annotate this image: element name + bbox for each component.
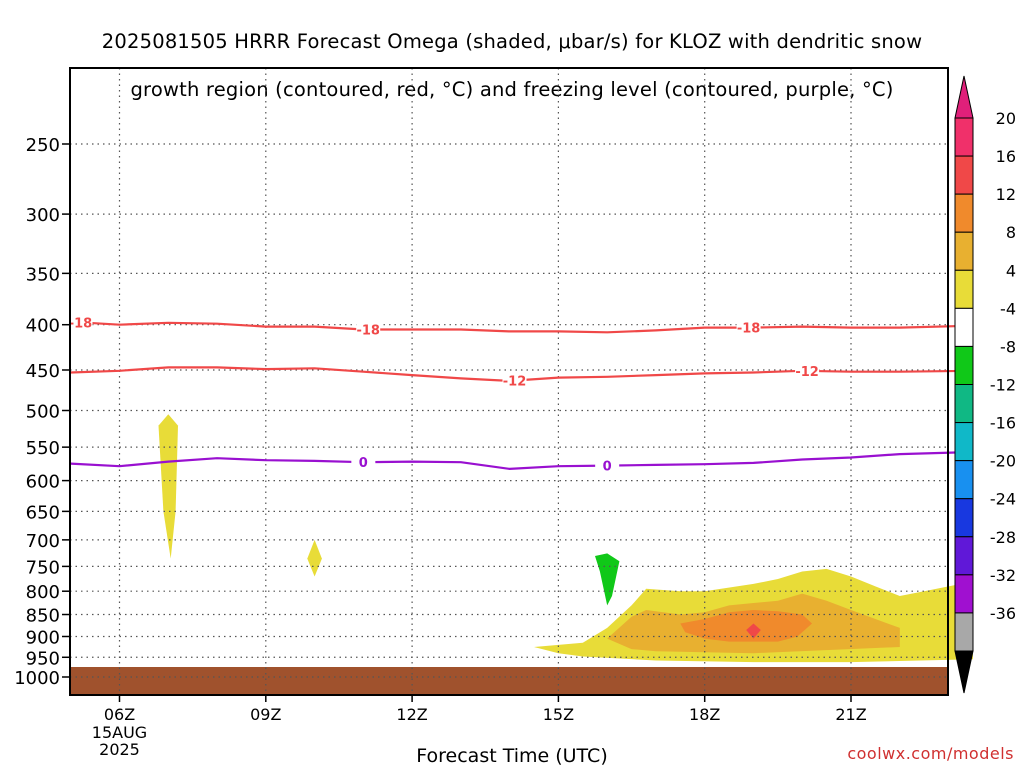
y-tick-label-950: 950 xyxy=(26,648,60,669)
y-tick-label-400: 400 xyxy=(26,316,60,337)
credit-link[interactable]: coolwx.com/models xyxy=(847,744,1014,763)
omega-region-5 xyxy=(680,610,812,642)
y-tick-label-600: 600 xyxy=(26,472,60,493)
colorbar-label-12: -32 xyxy=(990,566,1016,585)
colorbar-box-10 xyxy=(954,498,974,538)
x-tick-label-18Z: 18Z xyxy=(689,705,720,724)
colorbar-box-5 xyxy=(954,307,974,347)
omega-region-0 xyxy=(158,414,178,559)
x-date-label-1: 2025 xyxy=(99,740,140,759)
omega-region-6 xyxy=(746,623,761,639)
omega-region-2 xyxy=(595,553,620,606)
contour-label-bg-0-0 xyxy=(68,314,93,331)
colorbar-label-1: 16 xyxy=(996,147,1016,166)
grid-lines xyxy=(70,68,948,695)
contour-label-bg-1-0 xyxy=(502,372,527,389)
plot-frame xyxy=(69,67,949,696)
y-tick-label-1000: 1000 xyxy=(14,668,60,689)
plot-border xyxy=(69,67,949,696)
y-tick-label-700: 700 xyxy=(26,531,60,552)
colorbar-label-7: -12 xyxy=(990,376,1016,395)
colorbar-box-0 xyxy=(954,117,974,157)
contour-label-2-1: 0 xyxy=(603,460,612,475)
colorbar-label-11: -28 xyxy=(990,528,1016,547)
contour-line-2 xyxy=(70,450,973,471)
contour-label-0-2: -18 xyxy=(737,322,761,337)
contour-label-1-0: -12 xyxy=(503,375,527,390)
y-tick-label-900: 900 xyxy=(26,627,60,648)
contour-label-bg-0-2 xyxy=(736,319,761,336)
ground-layer xyxy=(70,667,948,695)
colorbar-box-12 xyxy=(954,574,974,614)
contour-label-bg-2-0 xyxy=(351,454,376,471)
x-tick-label-06Z: 06Z xyxy=(104,705,135,724)
chart-title: 2025081505 HRRR Forecast Omega (shaded, … xyxy=(0,6,1024,126)
colorbar-box-8 xyxy=(954,422,974,462)
colorbar-box-9 xyxy=(954,460,974,500)
colorbar-box-1 xyxy=(954,155,974,195)
colorbar-box-11 xyxy=(954,536,974,576)
y-tick-label-450: 450 xyxy=(26,361,60,382)
colorbar-label-6: -8 xyxy=(1000,337,1016,356)
y-tick-label-850: 850 xyxy=(26,606,60,627)
x-tick-label-12Z: 12Z xyxy=(396,705,427,724)
chart-title-line2: growth region (contoured, red, °C) and f… xyxy=(130,78,894,101)
omega-region-1 xyxy=(307,539,322,577)
ground-surface xyxy=(70,667,948,695)
contour-label-1-1: -12 xyxy=(795,365,819,380)
y-tick-label-550: 550 xyxy=(26,438,60,459)
contour-lines: -18 -18 -18 -12 -12 0 0 xyxy=(68,314,973,475)
chart-title-line1: 2025081505 HRRR Forecast Omega (shaded, … xyxy=(101,30,923,53)
x-tick-label-21Z: 21Z xyxy=(835,705,866,724)
colorbar-bottom-arrow xyxy=(954,650,974,694)
contour-label-0-1: -18 xyxy=(356,323,380,338)
colorbar-label-4: 4 xyxy=(1006,261,1016,280)
colorbar-label-8: -16 xyxy=(990,414,1016,433)
contour-label-bg-0-1 xyxy=(356,321,381,338)
colorbar-box-3 xyxy=(954,231,974,271)
omega-shaded-regions xyxy=(158,414,973,663)
colorbar-box-7 xyxy=(954,384,974,424)
y-tick-label-300: 300 xyxy=(26,205,60,226)
colorbar: 20 16 12 8 4 -4 -8 -12 -16 -20 -24 -28 -32 -36 xyxy=(954,75,1016,694)
y-tick-label-800: 800 xyxy=(26,582,60,603)
contour-label-bg-1-1 xyxy=(795,362,820,379)
contour-label-0-0: -18 xyxy=(69,316,93,331)
x-axis-title: Forecast Time (UTC) xyxy=(416,745,608,767)
colorbar-box-13 xyxy=(954,612,974,652)
y-tick-label-250: 250 xyxy=(26,135,60,156)
contour-line-0 xyxy=(70,320,973,334)
colorbar-label-5: -4 xyxy=(1000,299,1016,318)
colorbar-top-arrow xyxy=(954,75,974,119)
y-tick-label-350: 350 xyxy=(26,264,60,285)
y-tick-label-750: 750 xyxy=(26,557,60,578)
colorbar-box-4 xyxy=(954,269,974,309)
y-tick-label-500: 500 xyxy=(26,402,60,423)
colorbar-box-6 xyxy=(954,345,974,385)
colorbar-label-2: 12 xyxy=(996,185,1016,204)
x-date-label-0: 15AUG xyxy=(92,723,147,742)
colorbar-box-2 xyxy=(954,193,974,233)
colorbar-label-3: 8 xyxy=(1006,223,1016,242)
colorbar-label-10: -24 xyxy=(990,490,1016,509)
contour-label-bg-2-1 xyxy=(595,457,620,474)
colorbar-label-13: -36 xyxy=(990,604,1016,623)
contour-label-2-0: 0 xyxy=(359,456,368,471)
x-tick-label-09Z: 09Z xyxy=(250,705,281,724)
y-axis-ticks: 2503003504004505005506006507007508008509… xyxy=(14,135,70,689)
colorbar-label-0: 20 xyxy=(996,109,1016,128)
colorbar-label-9: -20 xyxy=(990,452,1016,471)
x-tick-label-15Z: 15Z xyxy=(543,705,574,724)
y-tick-label-650: 650 xyxy=(26,502,60,523)
